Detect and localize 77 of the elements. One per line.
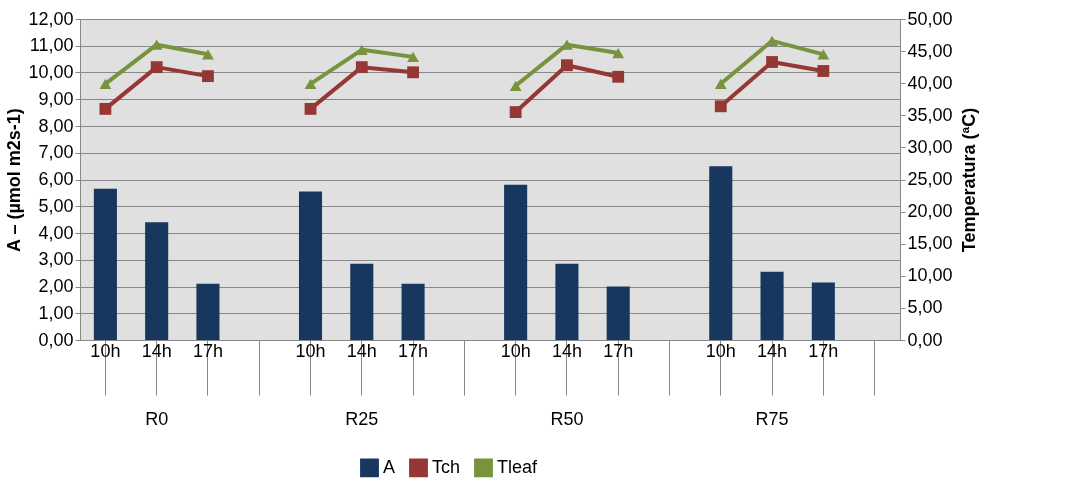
legend-label: Tch <box>432 456 461 477</box>
point <box>304 78 317 89</box>
y-tick-label: 6,00 <box>38 169 74 189</box>
bar <box>709 166 733 340</box>
legend-label: A <box>383 456 396 477</box>
x-tick-label: 10h <box>705 340 736 361</box>
bar <box>145 222 169 340</box>
point <box>99 78 112 89</box>
y-tick-label: 1,00 <box>38 302 74 323</box>
y-tick-label: 11,00 <box>29 35 74 56</box>
point <box>407 66 419 79</box>
x-tick-label: 14h <box>757 340 788 361</box>
y2-tick-label: 35,00 <box>907 104 953 125</box>
x-tick-label: 17h <box>398 340 429 361</box>
bar <box>504 184 528 340</box>
y-tick-label: 4,00 <box>38 222 74 243</box>
y2-tick-label: 10,00 <box>907 265 953 286</box>
y-tick-label: 0,00 <box>38 329 74 350</box>
bar <box>811 282 835 340</box>
point <box>355 61 368 74</box>
x-tick-label: 17h <box>192 340 223 361</box>
bar <box>401 283 425 340</box>
y-tick-label: 7,00 <box>38 142 74 163</box>
point <box>407 51 419 62</box>
bar <box>760 271 784 340</box>
point <box>150 61 163 74</box>
bar <box>298 191 323 340</box>
x-tick-label: 17h <box>808 340 839 361</box>
x-tick-label: 17h <box>603 340 634 361</box>
y2-tick-label: 25,00 <box>907 169 953 189</box>
point <box>714 78 727 89</box>
x-tick-label: 10h <box>500 340 531 361</box>
y-axis-title: A – (µmol m2s-1) <box>4 108 25 252</box>
legend-label: Tleaf <box>497 456 539 477</box>
bar <box>196 283 220 340</box>
point <box>561 59 573 72</box>
point <box>509 80 522 91</box>
y2-tick-label: 5,00 <box>907 297 943 318</box>
point <box>714 100 727 113</box>
y2-tick-label: 45,00 <box>907 40 953 61</box>
point <box>817 65 830 77</box>
y-tick-label: 3,00 <box>38 249 74 270</box>
x-tick-label: 14h <box>141 340 172 361</box>
x-tick-label: 14h <box>346 340 377 361</box>
y2-tick-label: 30,00 <box>907 136 953 157</box>
point <box>612 47 625 59</box>
point <box>304 102 317 115</box>
y-tick-label: 5,00 <box>38 195 74 216</box>
y2-tick-label: 15,00 <box>907 233 953 254</box>
point <box>509 106 522 119</box>
y-tick-label: 8,00 <box>38 115 74 136</box>
y2-tick-label: 20,00 <box>907 201 953 222</box>
text: R25 <box>345 409 379 429</box>
point <box>612 70 625 83</box>
y2-tick-label: 40,00 <box>907 72 953 93</box>
bar <box>606 286 630 340</box>
text: R75 <box>755 409 789 429</box>
bar <box>350 263 374 340</box>
point <box>817 49 830 60</box>
text: R0 <box>145 409 169 429</box>
point <box>202 49 214 60</box>
point <box>766 56 778 68</box>
y-tick-label: 9,00 <box>38 88 74 109</box>
text: R50 <box>550 409 584 429</box>
point <box>99 102 112 115</box>
y-tick-label: 12,00 <box>28 8 74 29</box>
bar <box>93 188 117 340</box>
x-tick-label: 10h <box>90 340 121 361</box>
y2-axis-title: Temperatura (ªC) <box>958 107 979 253</box>
point <box>202 70 214 83</box>
y2-tick-label: 0,00 <box>907 329 943 350</box>
y-tick-label: 10,00 <box>28 62 74 82</box>
y-tick-label: 2,00 <box>38 276 74 296</box>
x-tick-label: 14h <box>551 340 582 361</box>
bar <box>555 263 579 340</box>
x-tick-label: 10h <box>295 340 326 361</box>
y2-tick-label: 50,00 <box>907 8 953 29</box>
